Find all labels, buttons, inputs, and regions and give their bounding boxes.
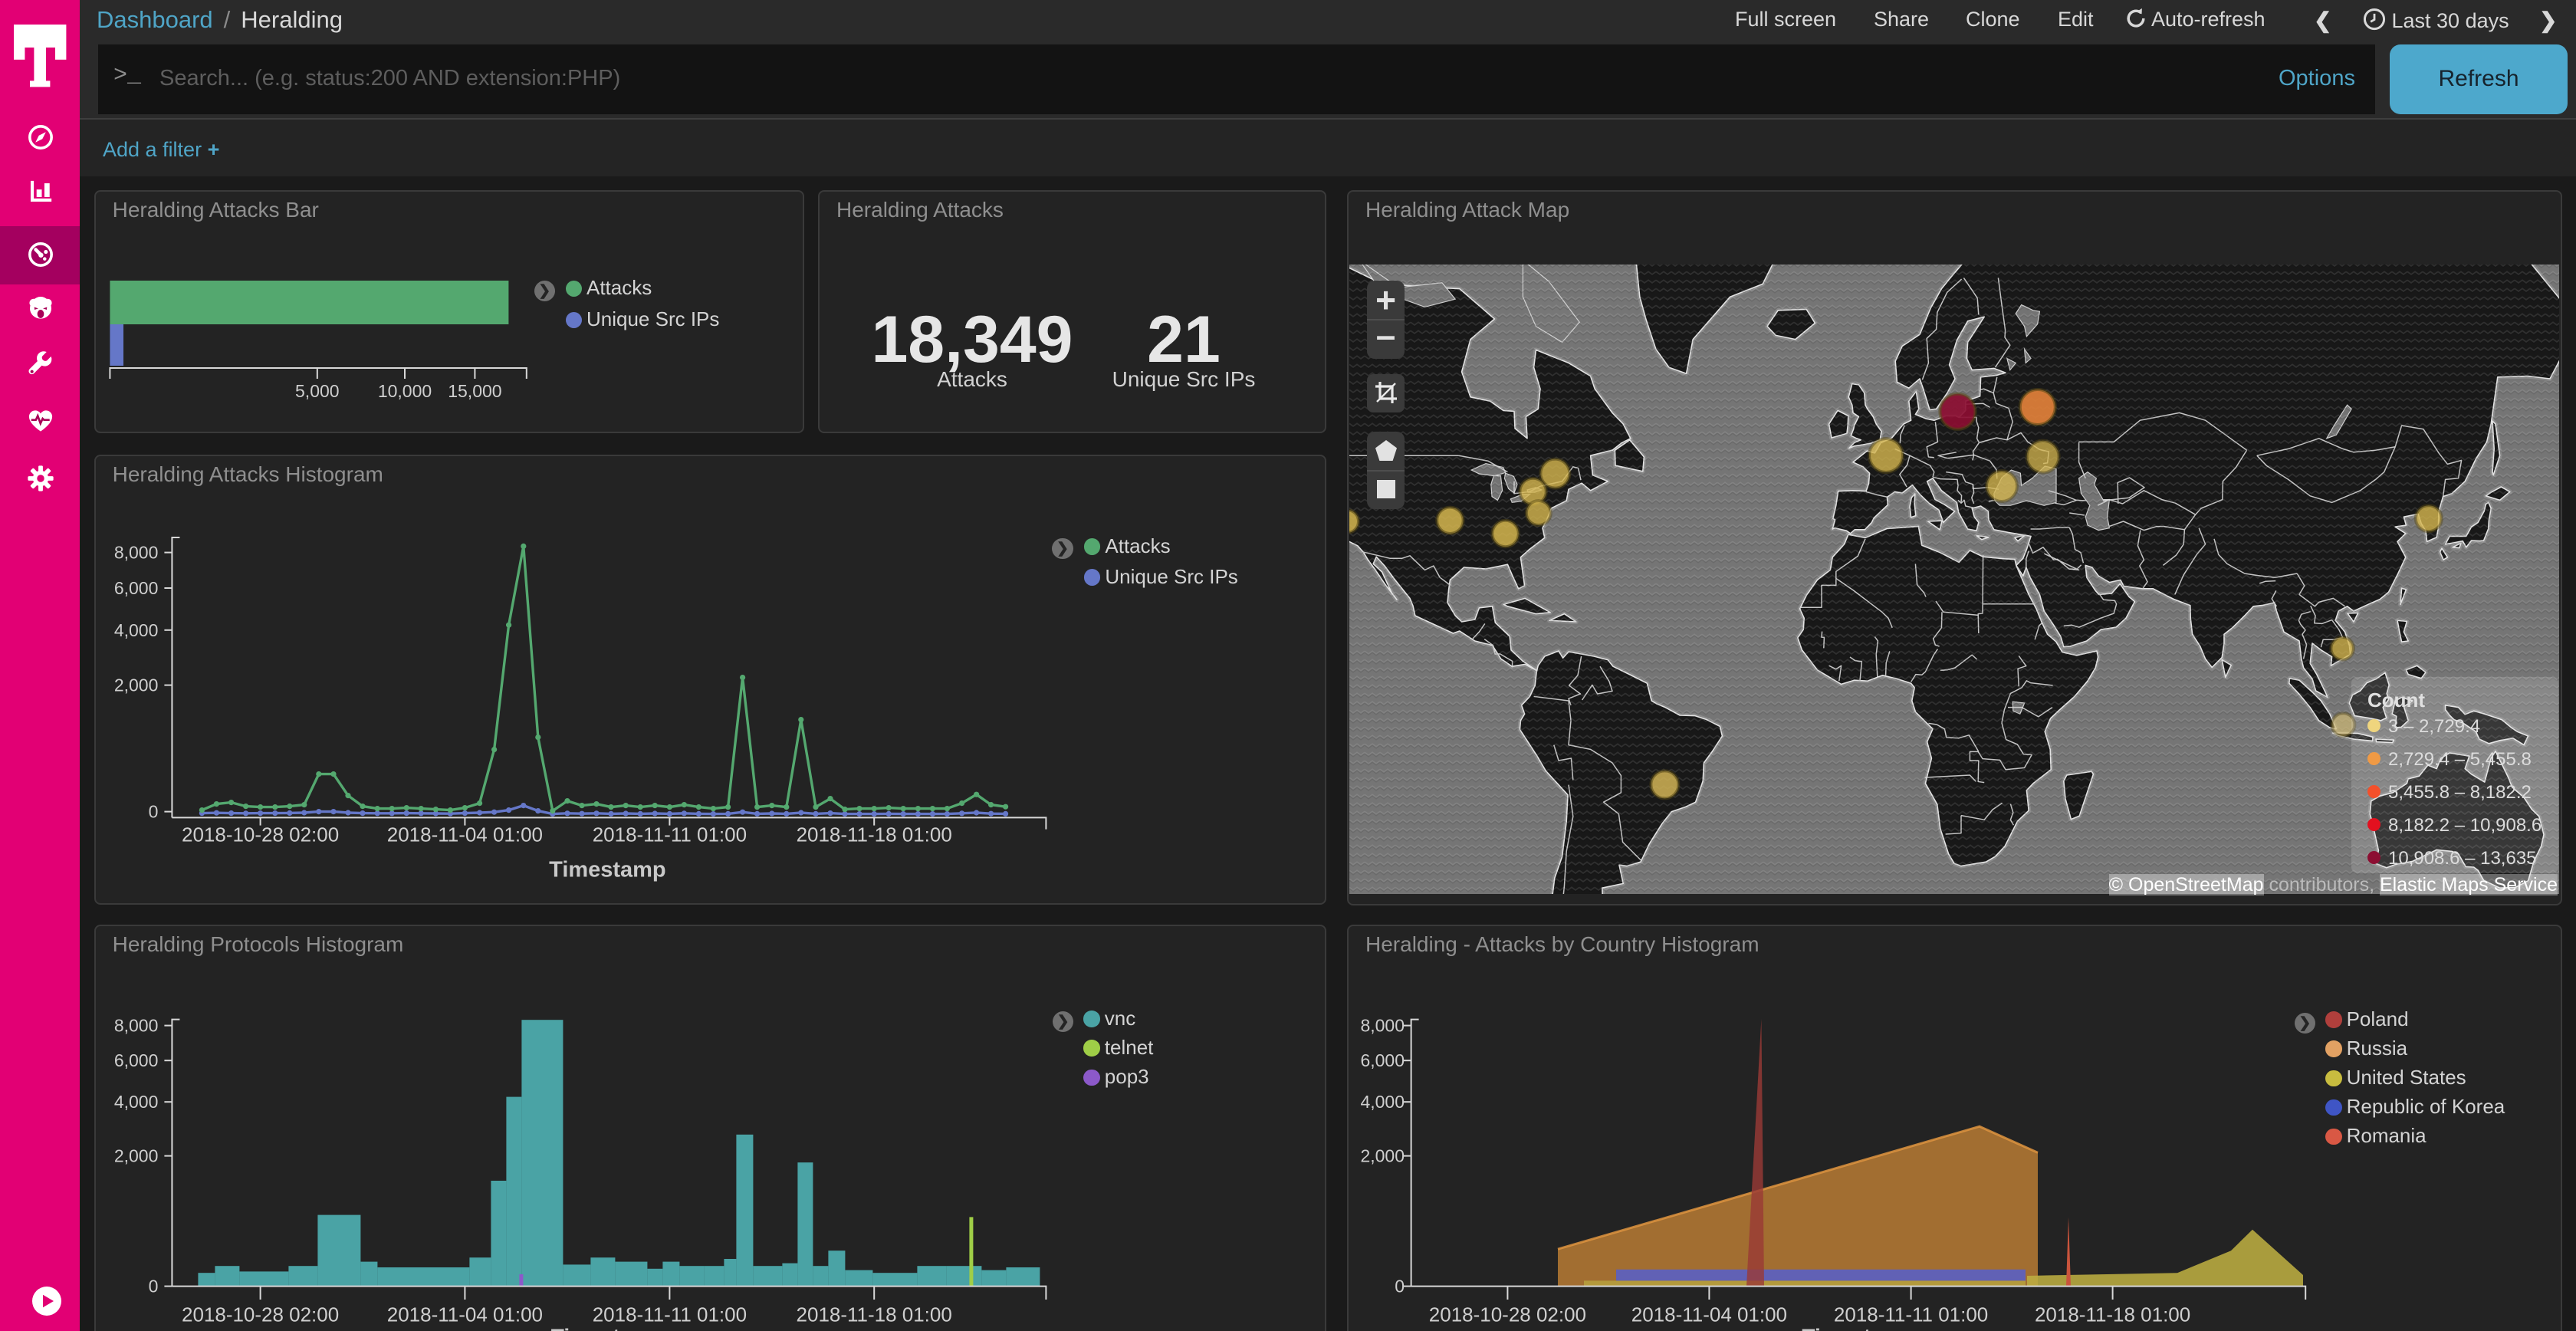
svg-text:2018-11-18 01:00: 2018-11-18 01:00	[2035, 1303, 2190, 1326]
svg-text:8,000: 8,000	[113, 1016, 158, 1036]
svg-text:2018-10-28 02:00: 2018-10-28 02:00	[1429, 1303, 1586, 1326]
svg-text:Timestamp: Timestamp	[550, 1325, 663, 1331]
svg-text:4,000: 4,000	[113, 1093, 158, 1112]
svg-text:8,000: 8,000	[1360, 1016, 1405, 1036]
svg-text:2018-11-11 01:00: 2018-11-11 01:00	[592, 1303, 746, 1326]
svg-text:6,000: 6,000	[1360, 1051, 1405, 1071]
svg-text:0: 0	[1395, 1277, 1405, 1296]
svg-text:8,000: 8,000	[113, 543, 158, 563]
svg-text:5,000: 5,000	[295, 381, 340, 401]
svg-text:10,000: 10,000	[377, 381, 431, 401]
svg-text:0: 0	[148, 1277, 158, 1296]
svg-text:2018-10-28 02:00: 2018-10-28 02:00	[182, 1303, 339, 1326]
svg-text:15,000: 15,000	[448, 381, 501, 401]
svg-text:0: 0	[148, 802, 158, 822]
svg-text:2018-11-18 01:00: 2018-11-18 01:00	[796, 823, 951, 846]
svg-text:2018-11-04 01:00: 2018-11-04 01:00	[386, 823, 542, 846]
svg-text:2018-11-04 01:00: 2018-11-04 01:00	[1631, 1303, 1787, 1326]
svg-text:2018-11-04 01:00: 2018-11-04 01:00	[386, 1303, 542, 1326]
svg-text:2,000: 2,000	[1360, 1146, 1405, 1166]
svg-text:Timestamp: Timestamp	[549, 858, 665, 882]
svg-text:2,000: 2,000	[113, 1146, 158, 1166]
svg-text:6,000: 6,000	[113, 578, 158, 598]
svg-text:Timestamp: Timestamp	[1802, 1325, 1914, 1331]
svg-text:6,000: 6,000	[113, 1051, 158, 1071]
svg-text:2018-10-28 02:00: 2018-10-28 02:00	[182, 823, 339, 846]
svg-text:2018-11-11 01:00: 2018-11-11 01:00	[1834, 1303, 1988, 1326]
svg-text:2,000: 2,000	[113, 675, 158, 695]
svg-text:2018-11-18 01:00: 2018-11-18 01:00	[796, 1303, 951, 1326]
svg-text:4,000: 4,000	[1360, 1093, 1405, 1112]
svg-text:2018-11-11 01:00: 2018-11-11 01:00	[592, 823, 746, 846]
svg-text:4,000: 4,000	[113, 620, 158, 640]
